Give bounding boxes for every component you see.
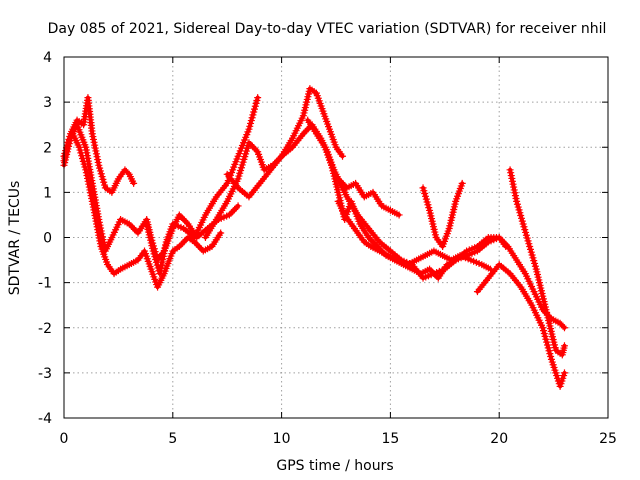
series-sat-j [419, 179, 466, 251]
series-markers [334, 197, 494, 273]
y-tick-label: 0 [43, 231, 52, 247]
plot-frame [63, 56, 609, 419]
x-tick-label: 15 [381, 431, 399, 447]
x-tick-label: 25 [599, 431, 617, 447]
series-sat-a [60, 94, 138, 196]
series-sat-d [143, 94, 262, 278]
y-axis-label: SDTVAR / TECUs [7, 181, 23, 296]
x-tick-label: 10 [273, 431, 291, 447]
y-tick-labels: -4 -3 -2 -1 0 1 2 3 4 [38, 50, 52, 427]
series-markers [506, 166, 568, 359]
series-sat-l [506, 166, 568, 359]
x-tick-label: 0 [60, 431, 69, 447]
series-markers [60, 94, 138, 196]
y-tick-label: 4 [43, 50, 52, 66]
y-tick-label: -4 [38, 411, 52, 427]
y-tick-label: 3 [43, 95, 52, 111]
series-markers [419, 179, 466, 251]
y-tick-label: 2 [43, 140, 52, 156]
series-markers [321, 143, 403, 219]
series-sat-k [473, 261, 568, 390]
series-sat-i [334, 197, 494, 273]
y-tick-label: 1 [43, 185, 52, 201]
y-tick-label: -3 [38, 366, 52, 382]
series-markers [143, 94, 262, 278]
series-line [62, 95, 136, 195]
series-markers [201, 85, 347, 241]
y-tick-label: -2 [38, 321, 52, 337]
x-tick-label: 20 [490, 431, 508, 447]
series-markers [473, 261, 568, 390]
x-tick-label: 5 [168, 431, 177, 447]
chart-title: Day 085 of 2021, Sidereal Day-to-day VTE… [48, 21, 607, 37]
x-axis-label: GPS time / hours [276, 458, 393, 474]
series-sat-h [321, 143, 403, 219]
x-tick-labels: 0 5 10 15 20 25 [60, 431, 617, 447]
y-tick-label: -1 [38, 276, 52, 292]
